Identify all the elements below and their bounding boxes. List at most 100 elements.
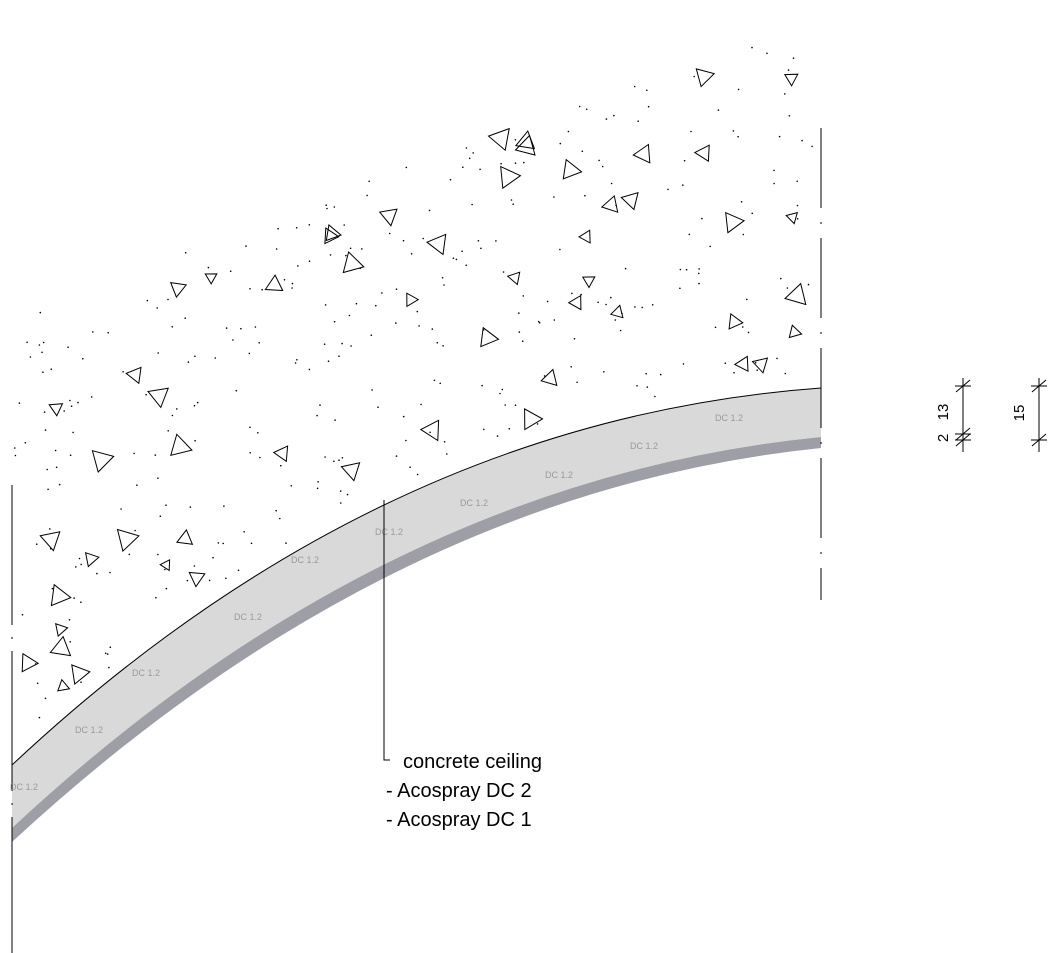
aggregate-dot	[405, 439, 407, 442]
aggregate-dot	[327, 360, 330, 363]
aggregate-dot	[737, 88, 740, 91]
aggregate-dot	[747, 331, 750, 334]
acospray-dc2-layer	[12, 388, 821, 828]
aggregate-triangle	[524, 408, 544, 431]
aggregate-dot	[510, 199, 513, 201]
aggregate-dot	[581, 150, 584, 153]
aggregate-dot	[514, 162, 517, 164]
aggregate-dot	[536, 423, 539, 425]
aggregate-dot	[477, 240, 480, 242]
aggregate-dot	[171, 414, 174, 417]
legend-line-dc1: - Acospray DC 1	[386, 809, 532, 831]
aggregate-dot	[522, 295, 525, 297]
aggregate-dot	[69, 454, 72, 457]
aggregate-dot	[465, 147, 468, 149]
dc-layer-label: DC 1.2	[460, 498, 488, 508]
aggregate-triangle	[71, 664, 91, 686]
aggregate-dot	[290, 485, 293, 487]
aggregate-dot	[496, 435, 499, 437]
aggregate-dot	[698, 268, 700, 270]
aggregate-dot	[80, 681, 82, 683]
aggregate-dot	[786, 287, 789, 289]
aggregate-dot	[546, 300, 549, 303]
aggregate-dot	[523, 161, 525, 164]
aggregate-dot	[479, 168, 481, 171]
aggregate-dot	[297, 265, 299, 267]
aggregate-dot	[51, 587, 54, 590]
dc-layer-label: DC 1.2	[10, 782, 38, 792]
aggregate-dot	[436, 341, 439, 344]
aggregate-dot	[96, 572, 98, 575]
aggregate-dot	[167, 298, 169, 301]
aggregate-dot	[500, 162, 502, 165]
aggregate-dot	[633, 85, 636, 88]
aggregate-dot	[42, 341, 45, 344]
aggregate-dot	[165, 587, 168, 590]
aggregate-dot	[787, 69, 790, 71]
aggregate-dot	[441, 277, 444, 279]
aggregate-triangle	[91, 449, 115, 473]
aggregate-triangle	[581, 276, 596, 289]
dc-layer-label: DC 1.2	[75, 725, 103, 735]
aggregate-dot	[92, 331, 94, 333]
aggregate-dot	[21, 614, 24, 616]
aggregate-triangle	[324, 227, 340, 245]
legend-leader-line	[383, 500, 390, 761]
aggregate-triangle	[567, 294, 582, 311]
aggregate-triangle	[57, 678, 71, 692]
aggregate-dot	[107, 331, 109, 334]
aggregate-dot	[567, 130, 570, 133]
aggregate-dot	[44, 697, 47, 700]
aggregate-dot	[784, 93, 786, 95]
aggregate-dot	[416, 473, 419, 476]
concrete-soffit-line	[11, 387, 822, 766]
aggregate-dot	[223, 505, 225, 507]
aggregate-dot	[157, 477, 159, 480]
aggregate-triangle	[695, 68, 716, 88]
aggregate-dot	[279, 517, 281, 520]
aggregate-dot	[285, 542, 287, 544]
aggregate-dot	[235, 389, 238, 392]
aggregate-dot	[261, 288, 264, 291]
aggregate-dot	[157, 553, 159, 556]
aggregate-dot	[294, 362, 297, 364]
aggregate-dot	[14, 454, 17, 457]
aggregate-dot	[580, 293, 582, 296]
aggregate-dot	[108, 666, 110, 669]
aggregate-dot	[428, 209, 431, 212]
aggregate-dot	[55, 466, 58, 469]
dc-layer-label: DC 1.2	[375, 527, 403, 537]
legend-line-concrete: concrete ceiling	[403, 751, 542, 773]
aggregate-triangle	[578, 229, 591, 244]
aggregate-dot	[308, 260, 311, 263]
aggregate-dot	[128, 553, 131, 556]
aggregate-dot	[645, 372, 647, 375]
aggregate-dot	[122, 371, 124, 373]
aggregate-triangle	[733, 355, 749, 373]
aggregate-dot	[109, 571, 111, 574]
aggregate-dot	[514, 139, 517, 141]
aggregate-dot	[196, 401, 199, 404]
aggregate-dot	[157, 352, 159, 354]
aggregate-dot	[732, 130, 735, 132]
aggregate-triangle	[84, 551, 100, 568]
aggregate-dot	[207, 266, 210, 269]
aggregate-dot	[502, 271, 505, 273]
aggregate-dot	[807, 283, 810, 286]
aggregate-triangle	[169, 281, 188, 299]
aggregate-dot	[693, 75, 695, 78]
aggregate-dot	[682, 184, 684, 186]
aggregate-dot	[717, 109, 720, 111]
aggregate-triangle	[378, 208, 398, 227]
aggregate-dot	[308, 224, 311, 226]
aggregate-dot	[508, 427, 511, 430]
aggregate-triangle	[514, 130, 536, 150]
aggregate-dot	[654, 395, 656, 398]
aggregate-triangle	[342, 251, 365, 274]
aggregate-triangle	[506, 271, 521, 286]
aggregate-dot	[690, 130, 692, 133]
aggregate-triangle	[340, 462, 361, 482]
aggregate-dot	[741, 326, 744, 328]
aggregate-dot	[349, 247, 352, 250]
aggregate-dot	[67, 346, 69, 349]
